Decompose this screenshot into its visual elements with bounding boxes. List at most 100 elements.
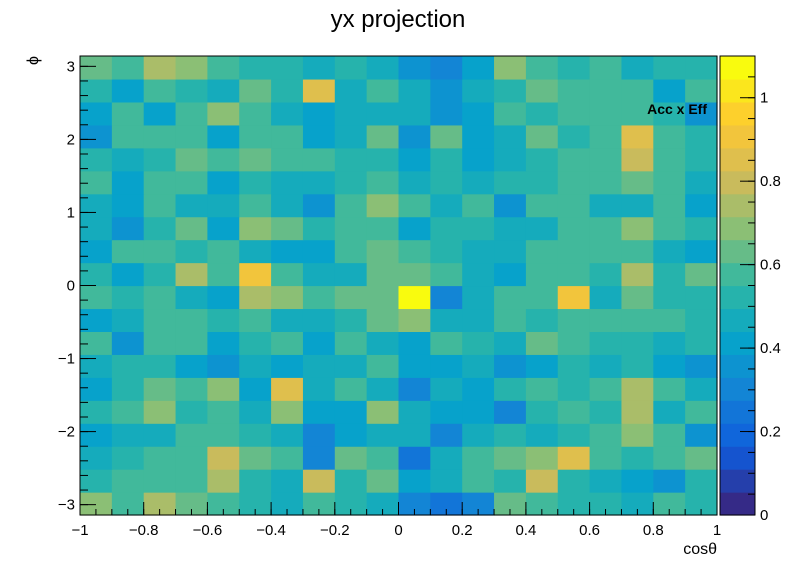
heatmap-cell: [653, 170, 686, 195]
heatmap-cell: [525, 239, 559, 264]
heatmap-cell: [239, 193, 272, 218]
heatmap-cell: [207, 400, 240, 424]
heatmap-cell: [207, 78, 240, 103]
heatmap-cell: [334, 400, 368, 424]
heatmap-cell: [271, 446, 304, 470]
chart-title: yx projection: [331, 6, 466, 33]
heatmap-cell: [175, 492, 208, 516]
heatmap-cell: [334, 124, 368, 149]
heatmap-cell: [175, 147, 208, 172]
x-tick-label: −0.8: [129, 522, 159, 539]
heatmap-cell: [589, 170, 623, 195]
heatmap-cell: [175, 377, 208, 401]
heatmap-cell: [366, 239, 400, 264]
z-tick-label: 0: [760, 507, 768, 524]
heatmap-cell: [653, 423, 686, 447]
heatmap-cell: [462, 193, 495, 218]
heatmap-cell: [239, 308, 272, 332]
heatmap-cell: [621, 400, 654, 424]
heatmap-cell: [462, 124, 495, 149]
heatmap-cell: [175, 216, 208, 241]
y-tick-label: −2: [58, 424, 75, 441]
heatmap-cell: [207, 285, 240, 310]
heatmap-cell: [271, 377, 304, 401]
heatmap-cell: [398, 308, 431, 332]
palette-band: [720, 377, 755, 401]
heatmap-cell: [239, 469, 272, 493]
heatmap-cell: [653, 469, 686, 493]
heatmap-cell: [653, 354, 686, 378]
heatmap-cell: [366, 193, 400, 218]
heatmap-cell: [111, 285, 145, 310]
heatmap-cell: [589, 147, 623, 172]
heatmap-cell: [525, 469, 559, 493]
z-axis: 0 0.2 0.4 0.6 0.8 1: [740, 55, 781, 524]
heatmap-cell: [557, 170, 591, 195]
heatmap-cell: [589, 239, 623, 264]
heatmap-cell: [239, 377, 272, 401]
heatmap-cell: [557, 262, 591, 287]
heatmap-cell: [653, 124, 686, 149]
heatmap-cell: [621, 331, 654, 355]
heatmap-cell: [207, 147, 240, 172]
heatmap-cell: [143, 469, 177, 493]
heatmap-cell: [239, 262, 272, 287]
heatmap-cell: [302, 423, 336, 447]
heatmap-cell: [366, 400, 400, 424]
heatmap-cell: [462, 239, 495, 264]
heatmap-cell: [685, 377, 718, 401]
heatmap-cell: [366, 423, 400, 447]
heatmap-cell: [430, 331, 463, 355]
heatmap-cell: [271, 101, 304, 126]
heatmap-cell: [334, 308, 368, 332]
heatmap-cell: [430, 354, 463, 378]
heatmap-cell: [525, 124, 559, 149]
heatmap-cell: [557, 239, 591, 264]
heatmap-cell: [621, 56, 654, 80]
heatmap-cell: [653, 285, 686, 310]
heatmap-cell: [334, 331, 368, 355]
heatmap-cell: [398, 239, 431, 264]
heatmap-cell: [302, 262, 336, 287]
heatmap-cell: [621, 239, 654, 264]
heatmap-cell: [143, 446, 177, 470]
heatmap-cell: [589, 193, 623, 218]
heatmap-cell: [111, 170, 145, 195]
heatmap-cell: [175, 193, 208, 218]
heatmap-cell: [494, 308, 527, 332]
heatmap-cell: [462, 216, 495, 241]
heatmap-cell: [239, 285, 272, 310]
x-tick-label: 0.8: [643, 522, 664, 539]
heatmap-cell: [143, 193, 177, 218]
heatmap-cell: [207, 492, 240, 516]
heatmap-cell: [557, 423, 591, 447]
palette-band: [720, 124, 755, 149]
heatmap-cell: [302, 56, 336, 80]
heatmap-cell: [398, 400, 431, 424]
heatmap-cell: [80, 124, 113, 149]
heatmap-cell: [430, 262, 463, 287]
heatmap-cell: [334, 423, 368, 447]
heatmap-cell: [302, 216, 336, 241]
heatmap-cell: [494, 262, 527, 287]
heatmap-cell: [525, 423, 559, 447]
heatmap-cell: [557, 308, 591, 332]
heatmap-cell: [462, 400, 495, 424]
heatmap-cell: [398, 193, 431, 218]
heatmap-cell: [462, 170, 495, 195]
heatmap-cell: [80, 354, 113, 378]
heatmap-cell: [589, 285, 623, 310]
palette-band: [720, 216, 755, 241]
x-axis-title: cosθ: [683, 541, 717, 558]
heatmap-cell: [653, 331, 686, 355]
heatmap-cell: [685, 262, 718, 287]
heatmap-cell: [653, 308, 686, 332]
palette-band: [720, 285, 755, 310]
heatmap-cell: [207, 262, 240, 287]
heatmap-cell: [621, 78, 654, 103]
heatmap-cell: [271, 56, 304, 80]
heatmap-cell: [175, 124, 208, 149]
heatmap-cell: [621, 262, 654, 287]
heatmap-cell: [557, 446, 591, 470]
